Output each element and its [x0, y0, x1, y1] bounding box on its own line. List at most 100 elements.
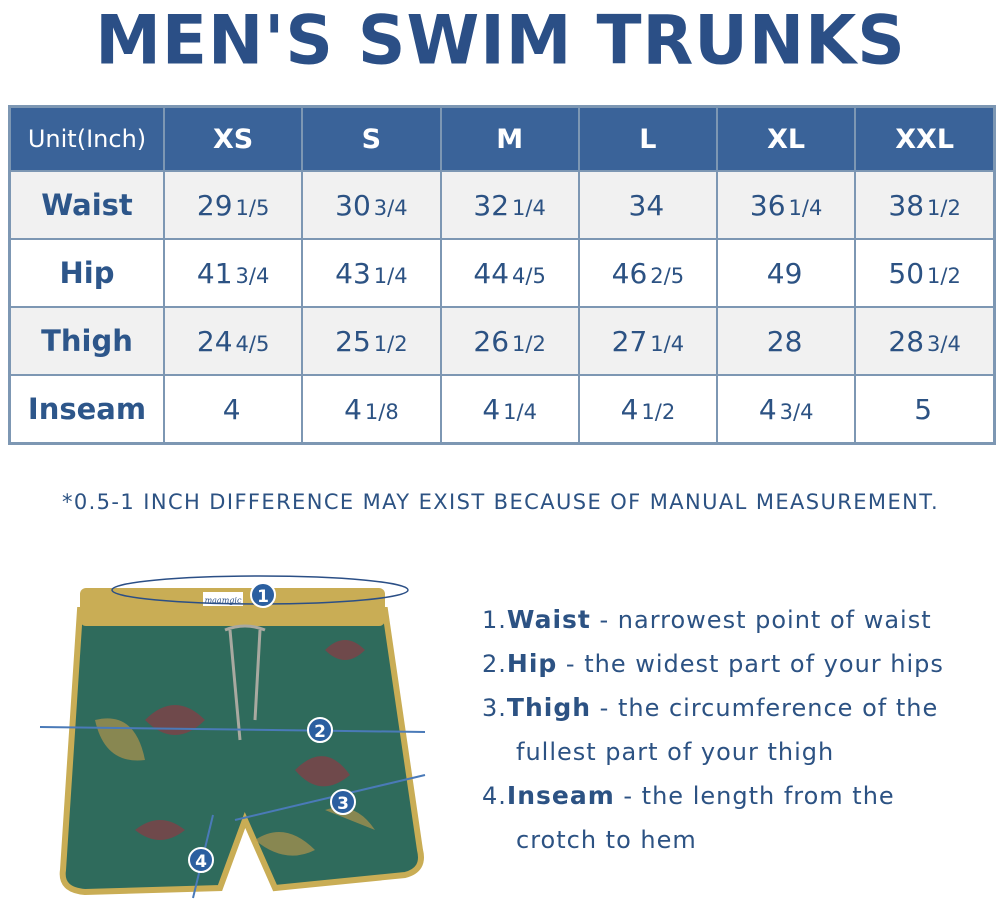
- cell-whole: 4: [222, 392, 241, 426]
- page-title: MEN'S SWIM TRUNKS: [95, 1, 906, 80]
- drawstring: [224, 624, 266, 741]
- cell-whole: 25: [335, 324, 371, 358]
- measurement-cell: 4 1/8: [301, 374, 442, 445]
- measurement-cell: 50 1/2: [854, 238, 996, 308]
- measurement-cell: 32 1/4: [439, 170, 580, 240]
- cell-fraction: 1/4: [373, 263, 408, 288]
- cell-whole: 34: [628, 188, 665, 222]
- cell-whole: 32: [473, 188, 510, 222]
- measurement-cell: 38 1/2: [854, 170, 996, 240]
- size-chart-table: Unit(Inch) XS S M L XL XXL Waist 29 1/5 30 3…: [8, 105, 996, 445]
- cell-whole: 24: [196, 324, 233, 358]
- marker-3: 3: [330, 789, 356, 815]
- table-row: Thigh 24 4/5 25 1/2 26 1/2 27 1/4 28 28 3/4: [8, 306, 996, 376]
- size-header: M: [439, 105, 580, 172]
- size-header: XS: [162, 105, 304, 172]
- brand-tag: [203, 592, 243, 606]
- cell-whole: 28: [766, 324, 803, 358]
- row-label: Inseam: [8, 374, 165, 445]
- measurement-cell: 43 1/4: [301, 238, 442, 308]
- cell-whole: 26: [473, 324, 510, 358]
- measurement-cell: 25 1/2: [301, 306, 442, 376]
- svg-text:4: 4: [195, 852, 207, 872]
- cell-fraction: 1/8: [364, 399, 399, 424]
- cell-fraction: 2/5: [650, 263, 685, 288]
- row-label: Waist: [8, 170, 165, 240]
- cell-whole: 27: [611, 324, 648, 358]
- cell-fraction: 1/4: [503, 399, 537, 424]
- hip-measure-line: [39, 726, 426, 733]
- cell-whole: 43: [335, 256, 371, 290]
- waistband: [80, 588, 385, 626]
- cell-whole: 4: [620, 392, 639, 426]
- cell-whole: 30: [335, 188, 371, 222]
- measurement-cell: 36 1/4: [715, 170, 857, 240]
- cell-fraction: 1/4: [512, 195, 546, 220]
- measurement-note: *0.5-1 INCH DIFFERENCE MAY EXIST BECAUSE…: [61, 490, 940, 514]
- measurement-cell: 30 3/4: [301, 170, 442, 240]
- measurement-cell: 46 2/5: [577, 238, 719, 308]
- legend-item-inseam-cont: crotch to hem: [516, 826, 697, 854]
- row-label: Hip: [8, 238, 165, 308]
- table-header-row: Unit(Inch) XS S M L XL XXL: [8, 105, 996, 172]
- cell-whole: 29: [196, 188, 233, 222]
- measurement-cell: 29 1/5: [162, 170, 304, 240]
- measurement-cell: 24 4/5: [162, 306, 304, 376]
- cell-fraction: 1/2: [927, 263, 961, 288]
- legend-item-hip: 2.Hip - the widest part of your hips: [482, 649, 944, 678]
- cell-whole: 4: [758, 392, 777, 426]
- measurement-cell: 28 3/4: [854, 306, 996, 376]
- cell-whole: 28: [888, 324, 925, 358]
- cell-whole: 36: [749, 188, 786, 222]
- cell-whole: 46: [611, 256, 648, 290]
- cell-fraction: 1/2: [641, 399, 676, 424]
- table-row: Waist 29 1/5 30 3/4 32 1/4 34 36 1/4 38 1/2: [8, 170, 996, 240]
- cell-whole: 4: [344, 392, 362, 426]
- cell-whole: 44: [473, 256, 510, 290]
- cell-whole: 41: [196, 256, 233, 290]
- cell-fraction: 3/4: [235, 263, 270, 288]
- cell-fraction: 3/4: [373, 195, 408, 220]
- table-row: Inseam 4 4 1/8 4 1/4 4 1/2 4 3/4 5: [8, 374, 996, 445]
- measurement-legend: 1.Waist - narrowest point of waist 2.Hip…: [482, 602, 944, 866]
- thigh-measure-line: [234, 774, 426, 821]
- measurement-cell: 44 4/5: [439, 238, 580, 308]
- brand-tag-text: maamgic: [205, 596, 242, 605]
- cell-fraction: 3/4: [927, 331, 961, 356]
- measurement-cell: 5: [854, 374, 996, 445]
- svg-text:2: 2: [314, 722, 326, 742]
- legend-item-waist: 1.Waist - narrowest point of waist: [482, 605, 932, 634]
- measurement-cell: 34: [577, 170, 719, 240]
- measurement-cell: 4 3/4: [715, 374, 857, 445]
- marker-2: 2: [307, 717, 333, 743]
- cell-whole: 5: [914, 392, 933, 426]
- measurement-cell: 28: [715, 306, 857, 376]
- cell-whole: 49: [766, 256, 803, 290]
- cell-fraction: 1/4: [650, 331, 685, 356]
- cell-fraction: 1/2: [373, 331, 408, 356]
- leaf-print: [95, 718, 375, 856]
- svg-text:3: 3: [337, 794, 349, 814]
- size-header: L: [577, 105, 719, 172]
- marker-1: 1: [250, 582, 276, 608]
- cell-fraction: 1/5: [235, 195, 270, 220]
- cell-fraction: 4/5: [235, 331, 270, 356]
- measurement-cell: 4: [162, 374, 304, 445]
- measurement-cell: 49: [715, 238, 857, 308]
- measurement-cell: 4 1/4: [439, 374, 580, 445]
- measurement-cell: 26 1/2: [439, 306, 580, 376]
- cell-fraction: 3/4: [779, 399, 814, 424]
- cell-fraction: 1/2: [927, 195, 961, 220]
- svg-text:1: 1: [257, 587, 269, 607]
- swim-trunks-diagram: maamgic 1 2 3 4: [39, 575, 426, 899]
- size-header: XXL: [854, 105, 996, 172]
- measurement-cell: 4 1/2: [577, 374, 719, 445]
- size-header: S: [301, 105, 442, 172]
- measurement-cell: 27 1/4: [577, 306, 719, 376]
- cell-fraction: 4/5: [512, 263, 546, 288]
- legend-item-thigh: 3.Thigh - the circumference of the: [482, 693, 939, 722]
- row-label: Thigh: [8, 306, 165, 376]
- table-row: Hip 41 3/4 43 1/4 44 4/5 46 2/5 49 50 1/2: [8, 238, 996, 308]
- unit-header: Unit(Inch): [8, 105, 165, 172]
- cell-fraction: 1/2: [512, 331, 546, 356]
